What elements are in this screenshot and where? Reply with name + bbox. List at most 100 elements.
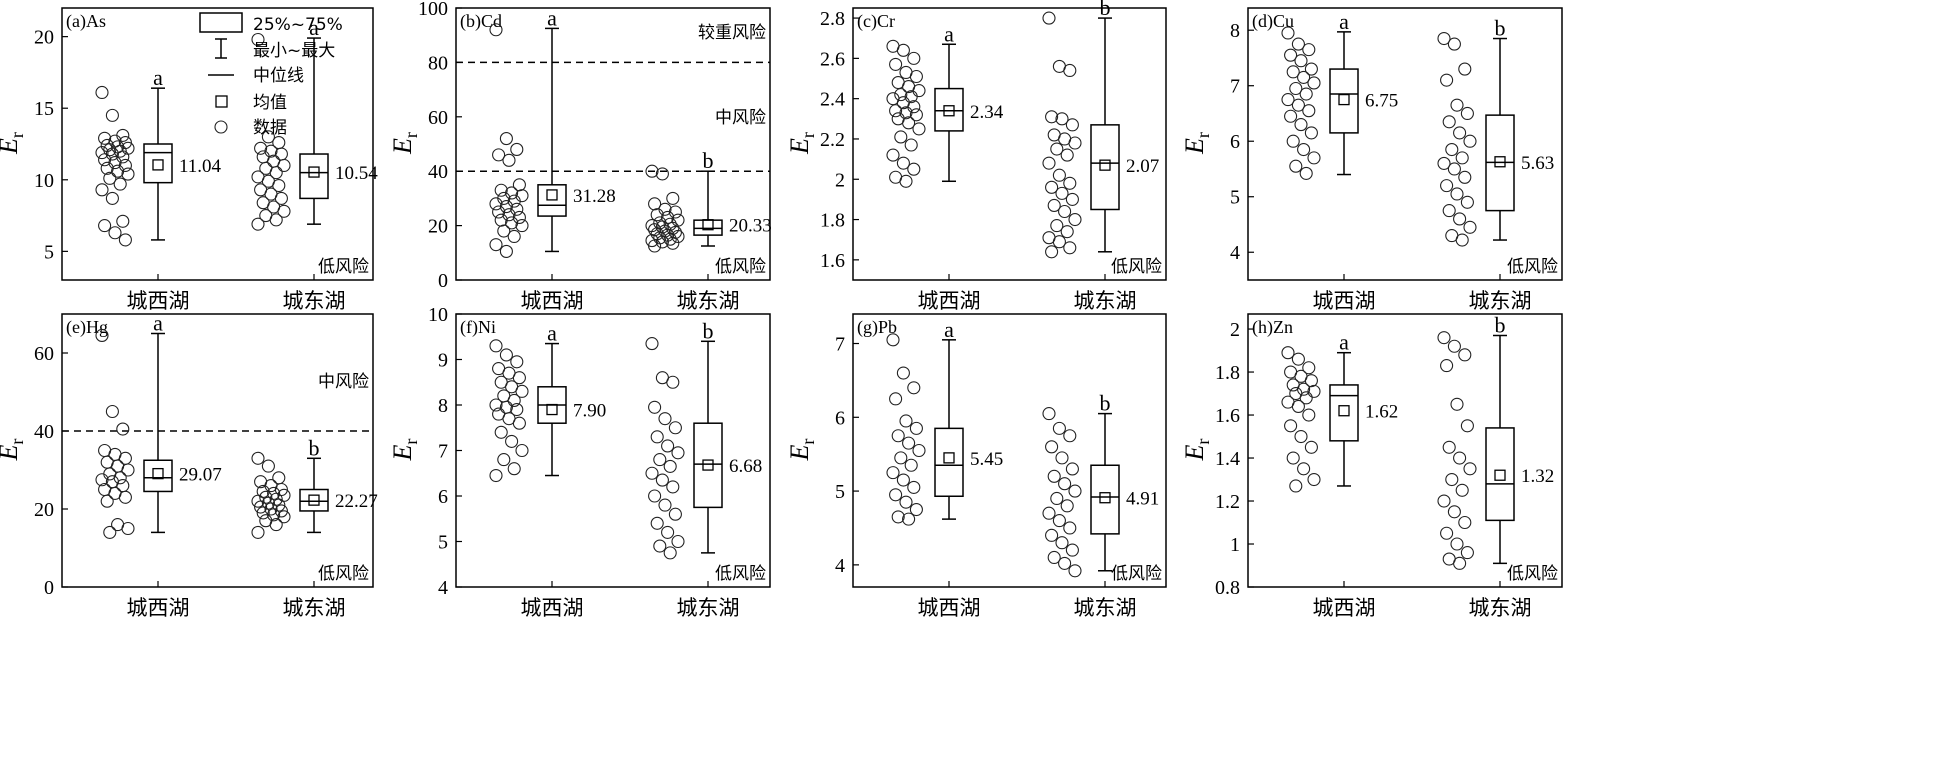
risk-label: 低风险 [1111, 564, 1162, 584]
y-tick-label: 2.6 [820, 48, 845, 70]
data-point [1307, 384, 1321, 398]
y-axis-label: Er [785, 439, 818, 462]
plot-frame [61, 313, 374, 588]
data-point [98, 153, 112, 167]
data-point [502, 153, 516, 167]
mean-value-label: 5.45 [970, 449, 1003, 470]
y-tick-label: 0.8 [1215, 577, 1240, 599]
data-point [489, 339, 503, 353]
data-point [116, 214, 130, 228]
data-point [1463, 134, 1477, 148]
y-axis-label-subscript: r [1193, 439, 1213, 445]
data-point [1447, 339, 1461, 353]
y-axis-label: Er [785, 132, 818, 155]
data-point [645, 164, 659, 178]
data-point [489, 238, 503, 252]
data-point [666, 375, 680, 389]
data-point [1304, 126, 1318, 140]
risk-label: 较重风险 [698, 23, 766, 43]
data-point [886, 148, 900, 162]
y-tick-label: 5 [835, 481, 845, 503]
y-axis-label-subscript: r [401, 132, 421, 138]
legend-box-symbol [199, 12, 243, 33]
data-point [1050, 142, 1064, 156]
data-point [121, 463, 135, 477]
y-tick-label: 20 [428, 216, 448, 238]
data-point [1450, 397, 1464, 411]
iqr-box [143, 459, 173, 493]
mean-marker [943, 105, 955, 117]
data-point [912, 122, 926, 136]
data-point [1055, 536, 1069, 550]
x-category-label: 城东湖 [283, 596, 346, 620]
data-point [904, 458, 918, 472]
data-point [668, 507, 682, 521]
data-point [1460, 546, 1474, 560]
data-point [1284, 48, 1298, 62]
data-point [1307, 76, 1321, 90]
data-point [1294, 429, 1308, 444]
data-point [269, 166, 283, 180]
iqr-box [1329, 384, 1359, 442]
data-point [658, 412, 672, 426]
data-point [645, 337, 659, 351]
data-point [1055, 186, 1069, 200]
mean-value-label: 29.07 [179, 465, 222, 486]
y-tick-label: 60 [34, 343, 54, 365]
data-point [1440, 359, 1454, 373]
data-point [650, 208, 664, 222]
data-point [1052, 514, 1066, 528]
data-point [1068, 484, 1082, 498]
y-axis-label: Er [0, 132, 27, 155]
data-point [274, 191, 288, 205]
data-point [494, 425, 508, 439]
y-tick-label: 6 [438, 486, 448, 508]
mean-value-label: 1.62 [1365, 402, 1398, 423]
data-point [95, 328, 109, 343]
significance-letter: b [1100, 0, 1111, 20]
data-point [896, 156, 910, 170]
iqr-box [1485, 427, 1515, 522]
data-point [1442, 440, 1456, 454]
x-category-label: 城东湖 [1469, 289, 1532, 313]
iqr-box [299, 488, 329, 512]
data-point [261, 459, 275, 473]
data-point [512, 178, 526, 192]
data-point [497, 224, 511, 238]
data-point [507, 229, 521, 244]
panel-title: (h)Zn [1252, 317, 1293, 338]
data-point [658, 498, 672, 512]
data-point [489, 468, 503, 483]
data-point [1463, 220, 1477, 234]
x-category-label: 城东湖 [283, 289, 346, 313]
risk-label: 低风险 [1507, 257, 1558, 277]
iqr-box [693, 422, 723, 509]
data-point [1045, 245, 1059, 259]
plot-frame [852, 313, 1167, 588]
data-point [1058, 204, 1072, 219]
mean-marker [152, 467, 164, 480]
iqr-box [934, 87, 964, 132]
plot-frame [61, 7, 374, 281]
data-point [1055, 451, 1069, 465]
y-tick-label: 2 [1230, 319, 1240, 341]
y-tick-label: 2.4 [820, 89, 845, 111]
data-point [1291, 37, 1305, 51]
data-point [666, 236, 680, 250]
data-point [272, 471, 286, 485]
data-point [661, 439, 675, 453]
data-point [653, 453, 667, 467]
risk-label: 低风险 [715, 564, 766, 584]
data-point [507, 462, 521, 476]
mean-value-label: 6.68 [729, 456, 762, 477]
data-point [1042, 11, 1056, 25]
mean-marker [546, 189, 558, 201]
data-point [889, 104, 903, 118]
significance-letter: b [309, 435, 320, 460]
data-point [1063, 241, 1077, 255]
y-tick-label: 9 [438, 350, 448, 372]
data-point [118, 158, 132, 173]
data-point [1045, 528, 1059, 542]
data-point [1453, 212, 1467, 226]
